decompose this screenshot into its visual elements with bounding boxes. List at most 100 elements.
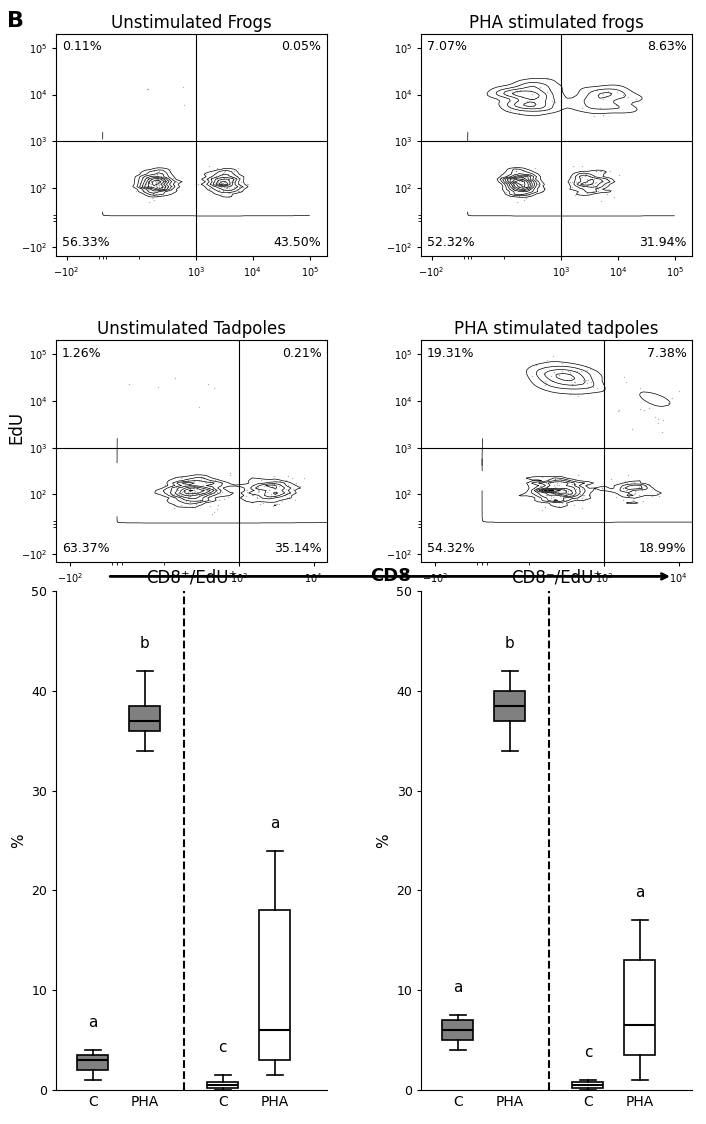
Point	[210, 167, 222, 185]
Point	[150, 175, 161, 193]
Point	[155, 167, 167, 185]
Point	[556, 362, 568, 380]
Point	[215, 173, 227, 191]
Point	[157, 176, 169, 194]
Point	[261, 483, 273, 501]
Point	[133, 163, 145, 181]
Point	[549, 477, 560, 495]
Point	[525, 82, 537, 100]
Point	[157, 178, 168, 196]
Point	[204, 497, 215, 515]
Point	[577, 99, 588, 117]
Point	[517, 184, 529, 202]
Point	[635, 379, 646, 397]
Point	[154, 173, 165, 191]
Point	[623, 486, 635, 504]
Point	[154, 176, 165, 194]
Point	[527, 84, 538, 102]
Point	[225, 183, 236, 201]
Point	[508, 178, 520, 196]
Point	[506, 82, 517, 100]
Point	[227, 171, 239, 189]
Point	[505, 173, 517, 191]
Point	[596, 162, 607, 180]
Point	[566, 377, 578, 395]
Point	[196, 484, 208, 502]
Point	[574, 162, 585, 180]
Point	[633, 487, 645, 505]
Title: PHA stimulated frogs: PHA stimulated frogs	[469, 15, 644, 33]
Point	[666, 389, 677, 407]
Point	[187, 483, 198, 501]
Point	[515, 172, 526, 190]
Point	[589, 107, 600, 125]
Text: B: B	[7, 11, 24, 31]
Point	[140, 172, 151, 190]
Point	[162, 178, 173, 196]
Point	[513, 176, 525, 194]
Point	[203, 157, 214, 175]
Point	[228, 178, 239, 196]
Point	[575, 362, 587, 380]
Point	[286, 469, 297, 487]
Point	[198, 470, 209, 488]
Point	[545, 482, 556, 500]
Point	[558, 479, 570, 497]
Point	[554, 484, 565, 502]
Point	[123, 374, 134, 392]
Point	[636, 481, 647, 499]
Point	[154, 162, 165, 180]
Point	[253, 481, 264, 499]
Point	[621, 481, 633, 499]
Point	[169, 175, 180, 193]
Point	[590, 480, 601, 498]
Point	[554, 493, 565, 511]
Text: 43.50%: 43.50%	[274, 236, 321, 250]
Point	[158, 179, 169, 197]
Point	[148, 184, 159, 202]
Point	[151, 172, 162, 190]
Point	[168, 484, 179, 502]
Point	[215, 175, 227, 193]
Point	[188, 479, 199, 497]
Point	[502, 172, 513, 190]
Point	[590, 173, 602, 191]
Point	[151, 176, 162, 194]
Point	[537, 175, 548, 193]
Point	[167, 487, 178, 505]
Point	[576, 489, 587, 507]
Point	[542, 477, 553, 495]
Point	[235, 173, 246, 191]
Point	[585, 174, 597, 192]
Point	[143, 174, 155, 192]
Point	[549, 483, 561, 501]
Point	[213, 173, 224, 191]
Point	[204, 484, 215, 502]
Point	[152, 173, 164, 191]
Point	[217, 169, 229, 187]
Point	[152, 170, 164, 188]
Point	[288, 480, 299, 498]
Point	[179, 96, 190, 114]
Point	[189, 478, 200, 496]
Point	[580, 371, 592, 389]
Point	[541, 351, 552, 369]
PathPatch shape	[494, 691, 525, 720]
Point	[539, 375, 550, 393]
Point	[652, 409, 664, 427]
Point	[148, 187, 159, 205]
Point	[164, 163, 176, 181]
Point	[198, 480, 209, 498]
Point	[507, 172, 518, 190]
Text: b: b	[505, 636, 515, 651]
Point	[549, 363, 560, 381]
Point	[150, 173, 162, 191]
Point	[507, 174, 518, 192]
Point	[576, 480, 587, 498]
Point	[605, 470, 616, 488]
Point	[217, 164, 228, 182]
Point	[548, 482, 559, 500]
Y-axis label: %: %	[11, 833, 26, 847]
Point	[246, 486, 258, 504]
Point	[587, 175, 598, 193]
